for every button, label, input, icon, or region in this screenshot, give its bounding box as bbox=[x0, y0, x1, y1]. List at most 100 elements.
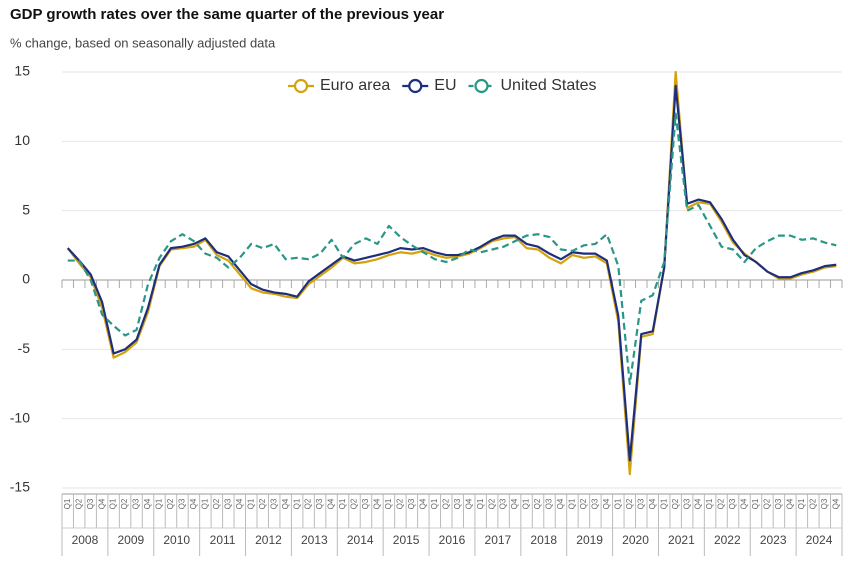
x-tick-label: Q3 bbox=[315, 498, 324, 509]
x-tick-label: Q1 bbox=[63, 498, 72, 509]
x-tick-label: Q2 bbox=[441, 498, 450, 509]
x-tick-label: Q1 bbox=[797, 498, 806, 509]
x-tick-label: Q4 bbox=[831, 498, 840, 509]
x-tick-label: Q2 bbox=[671, 498, 680, 509]
x-tick-label: Q2 bbox=[395, 498, 404, 509]
year-label: 2020 bbox=[622, 533, 649, 547]
year-label: 2011 bbox=[210, 533, 236, 547]
year-label: 2009 bbox=[117, 533, 144, 547]
year-label: 2024 bbox=[806, 533, 833, 547]
series-line bbox=[67, 112, 837, 386]
y-tick-label: 15 bbox=[14, 63, 30, 79]
series-line bbox=[66, 84, 837, 462]
year-label: 2023 bbox=[760, 533, 787, 547]
y-tick-label: -5 bbox=[18, 340, 31, 356]
x-tick-label: Q4 bbox=[556, 498, 565, 509]
x-tick-label: Q1 bbox=[659, 498, 668, 509]
year-label: 2008 bbox=[72, 533, 99, 547]
year-label: 2019 bbox=[576, 533, 603, 547]
x-tick-label: Q3 bbox=[682, 498, 691, 509]
x-tick-label: Q3 bbox=[545, 498, 554, 509]
x-tick-label: Q1 bbox=[522, 498, 531, 509]
x-tick-label: Q3 bbox=[269, 498, 278, 509]
x-tick-label: Q4 bbox=[464, 498, 473, 509]
legend-label: Euro area bbox=[320, 77, 390, 94]
x-tick-label: Q4 bbox=[694, 498, 703, 509]
x-tick-label: Q1 bbox=[384, 498, 393, 509]
x-tick-label: Q3 bbox=[178, 498, 187, 509]
year-label: 2022 bbox=[714, 533, 741, 547]
x-tick-label: Q4 bbox=[785, 498, 794, 509]
x-tick-label: Q2 bbox=[166, 498, 175, 509]
x-tick-label: Q1 bbox=[246, 498, 255, 509]
x-tick-label: Q1 bbox=[155, 498, 164, 509]
x-tick-label: Q2 bbox=[625, 498, 634, 509]
x-tick-label: Q3 bbox=[820, 498, 829, 509]
x-tick-label: Q1 bbox=[292, 498, 301, 509]
year-label: 2021 bbox=[668, 533, 695, 547]
x-tick-label: Q4 bbox=[235, 498, 244, 509]
x-tick-label: Q2 bbox=[763, 498, 772, 509]
chart-title: GDP growth rates over the same quarter o… bbox=[10, 6, 444, 23]
x-tick-label: Q1 bbox=[109, 498, 118, 509]
y-tick-label: -15 bbox=[10, 479, 30, 495]
legend-label: United States bbox=[501, 77, 597, 94]
x-tick-label: Q1 bbox=[200, 498, 209, 509]
x-tick-label: Q4 bbox=[189, 498, 198, 509]
x-tick-label: Q4 bbox=[602, 498, 611, 509]
year-label: 2018 bbox=[530, 533, 557, 547]
legend-marker bbox=[408, 78, 423, 94]
x-tick-label: Q4 bbox=[648, 498, 657, 509]
year-label: 2014 bbox=[347, 533, 374, 547]
x-tick-label: Q2 bbox=[808, 498, 817, 509]
year-label: 2010 bbox=[163, 533, 190, 547]
x-tick-label: Q1 bbox=[476, 498, 485, 509]
x-tick-label: Q2 bbox=[533, 498, 542, 509]
legend-label: EU bbox=[434, 77, 456, 94]
y-tick-label: -10 bbox=[10, 409, 30, 425]
x-tick-label: Q4 bbox=[327, 498, 336, 509]
x-tick-label: Q3 bbox=[361, 498, 370, 509]
x-tick-label: Q2 bbox=[212, 498, 221, 509]
year-label: 2017 bbox=[485, 533, 512, 547]
y-tick-label: 0 bbox=[22, 271, 30, 287]
x-tick-label: Q2 bbox=[487, 498, 496, 509]
x-tick-label: Q4 bbox=[281, 498, 290, 509]
x-tick-label: Q4 bbox=[740, 498, 749, 509]
x-tick-label: Q3 bbox=[132, 498, 141, 509]
x-tick-label: Q3 bbox=[407, 498, 416, 509]
y-tick-label: 5 bbox=[22, 201, 30, 217]
year-label: 2016 bbox=[439, 533, 466, 547]
series-line bbox=[66, 70, 837, 476]
x-tick-label: Q3 bbox=[223, 498, 232, 509]
x-tick-label: Q2 bbox=[304, 498, 313, 509]
legend: Euro area EU United States bbox=[288, 77, 597, 94]
x-tick-label: Q3 bbox=[453, 498, 462, 509]
year-label: 2013 bbox=[301, 533, 328, 547]
x-tick-label: Q2 bbox=[579, 498, 588, 509]
x-tick-label: Q4 bbox=[418, 498, 427, 509]
chart-subtitle: % change, based on seasonally adjusted d… bbox=[10, 35, 276, 50]
x-tick-label: Q4 bbox=[510, 498, 519, 509]
legend-marker bbox=[293, 78, 309, 94]
x-tick-label: Q3 bbox=[774, 498, 783, 509]
x-tick-label: Q4 bbox=[143, 498, 152, 509]
x-tick-label: Q3 bbox=[728, 498, 737, 509]
x-tick-label: Q1 bbox=[338, 498, 347, 509]
x-tick-label: Q4 bbox=[373, 498, 382, 509]
x-tick-label: Q3 bbox=[636, 498, 645, 509]
x-tick-label: Q3 bbox=[86, 498, 95, 509]
x-tick-label: Q1 bbox=[751, 498, 760, 509]
x-tick-label: Q3 bbox=[499, 498, 508, 509]
x-tick-label: Q3 bbox=[590, 498, 599, 509]
x-tick-label: Q2 bbox=[717, 498, 726, 509]
x-tick-label: Q2 bbox=[74, 498, 83, 509]
year-label: 2012 bbox=[255, 533, 282, 547]
x-tick-label: Q2 bbox=[258, 498, 267, 509]
x-tick-label: Q2 bbox=[120, 498, 129, 509]
y-tick-label: 10 bbox=[14, 132, 30, 148]
x-tick-label: Q1 bbox=[705, 498, 714, 509]
x-tick-label: Q4 bbox=[97, 498, 106, 509]
